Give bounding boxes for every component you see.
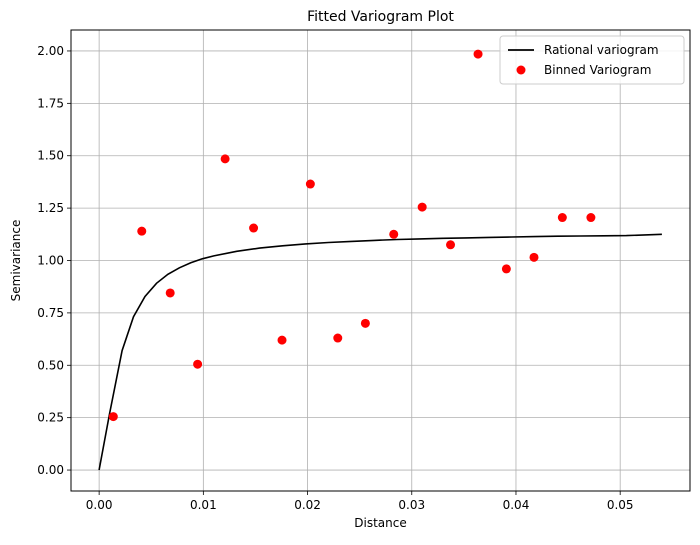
y-tick-label: 1.50 bbox=[37, 149, 64, 163]
y-axis-label: Semivariance bbox=[9, 220, 23, 302]
x-axis-label: Distance bbox=[354, 516, 406, 530]
ticks: 0.00 0.01 0.02 0.03 0.04 0.05 0.00 0.25 0.50 0.75… bbox=[37, 44, 633, 512]
binned-variogram-point bbox=[249, 223, 259, 233]
x-tick-label: 0.05 bbox=[607, 498, 634, 512]
binned-variogram-point bbox=[333, 333, 343, 343]
binned-variogram-point bbox=[446, 240, 456, 250]
binned-variogram-point bbox=[473, 49, 483, 59]
y-tick-label: 2.00 bbox=[37, 44, 64, 58]
y-tick-label: 1.75 bbox=[37, 96, 64, 110]
binned-variogram-point bbox=[557, 213, 567, 223]
binned-variogram-point bbox=[220, 154, 230, 164]
x-tick-label: 0.01 bbox=[190, 498, 217, 512]
binned-variogram-point bbox=[389, 229, 399, 239]
binned-variogram-point bbox=[417, 202, 427, 212]
y-tick-label: 1.00 bbox=[37, 254, 64, 268]
binned-variogram-point bbox=[137, 226, 147, 236]
y-tick-label: 0.50 bbox=[37, 358, 64, 372]
legend: Rational variogram Binned Variogram bbox=[499, 35, 685, 85]
binned-variogram-point bbox=[586, 213, 596, 223]
y-tick-label: 0.25 bbox=[37, 411, 64, 425]
rational-variogram-line bbox=[98, 233, 662, 471]
chart-title: Fitted Variogram Plot bbox=[307, 9, 454, 25]
binned-variogram-point bbox=[108, 412, 118, 422]
legend-marker-swatch bbox=[516, 65, 526, 75]
binned-variogram-point bbox=[501, 264, 511, 274]
binned-variogram-point bbox=[305, 179, 315, 189]
binned-variogram-point bbox=[165, 288, 175, 298]
x-tick-label: 0.04 bbox=[503, 498, 530, 512]
grid bbox=[71, 30, 690, 491]
y-tick-label: 0.00 bbox=[37, 463, 64, 477]
x-tick-label: 0.03 bbox=[398, 498, 425, 512]
binned-variogram-point bbox=[360, 318, 370, 328]
binned-variogram-point bbox=[193, 359, 203, 369]
legend-box bbox=[499, 35, 685, 85]
legend-entry-label: Binned Variogram bbox=[544, 63, 651, 77]
y-tick-label: 0.75 bbox=[37, 306, 64, 320]
y-tick-label: 1.25 bbox=[37, 201, 64, 215]
plot-area bbox=[98, 49, 662, 471]
x-tick-label: 0.00 bbox=[86, 498, 113, 512]
x-tick-label: 0.02 bbox=[294, 498, 321, 512]
legend-entry-label: Rational variogram bbox=[544, 43, 659, 57]
binned-variogram-point bbox=[529, 252, 539, 262]
binned-variogram-point bbox=[277, 335, 287, 345]
